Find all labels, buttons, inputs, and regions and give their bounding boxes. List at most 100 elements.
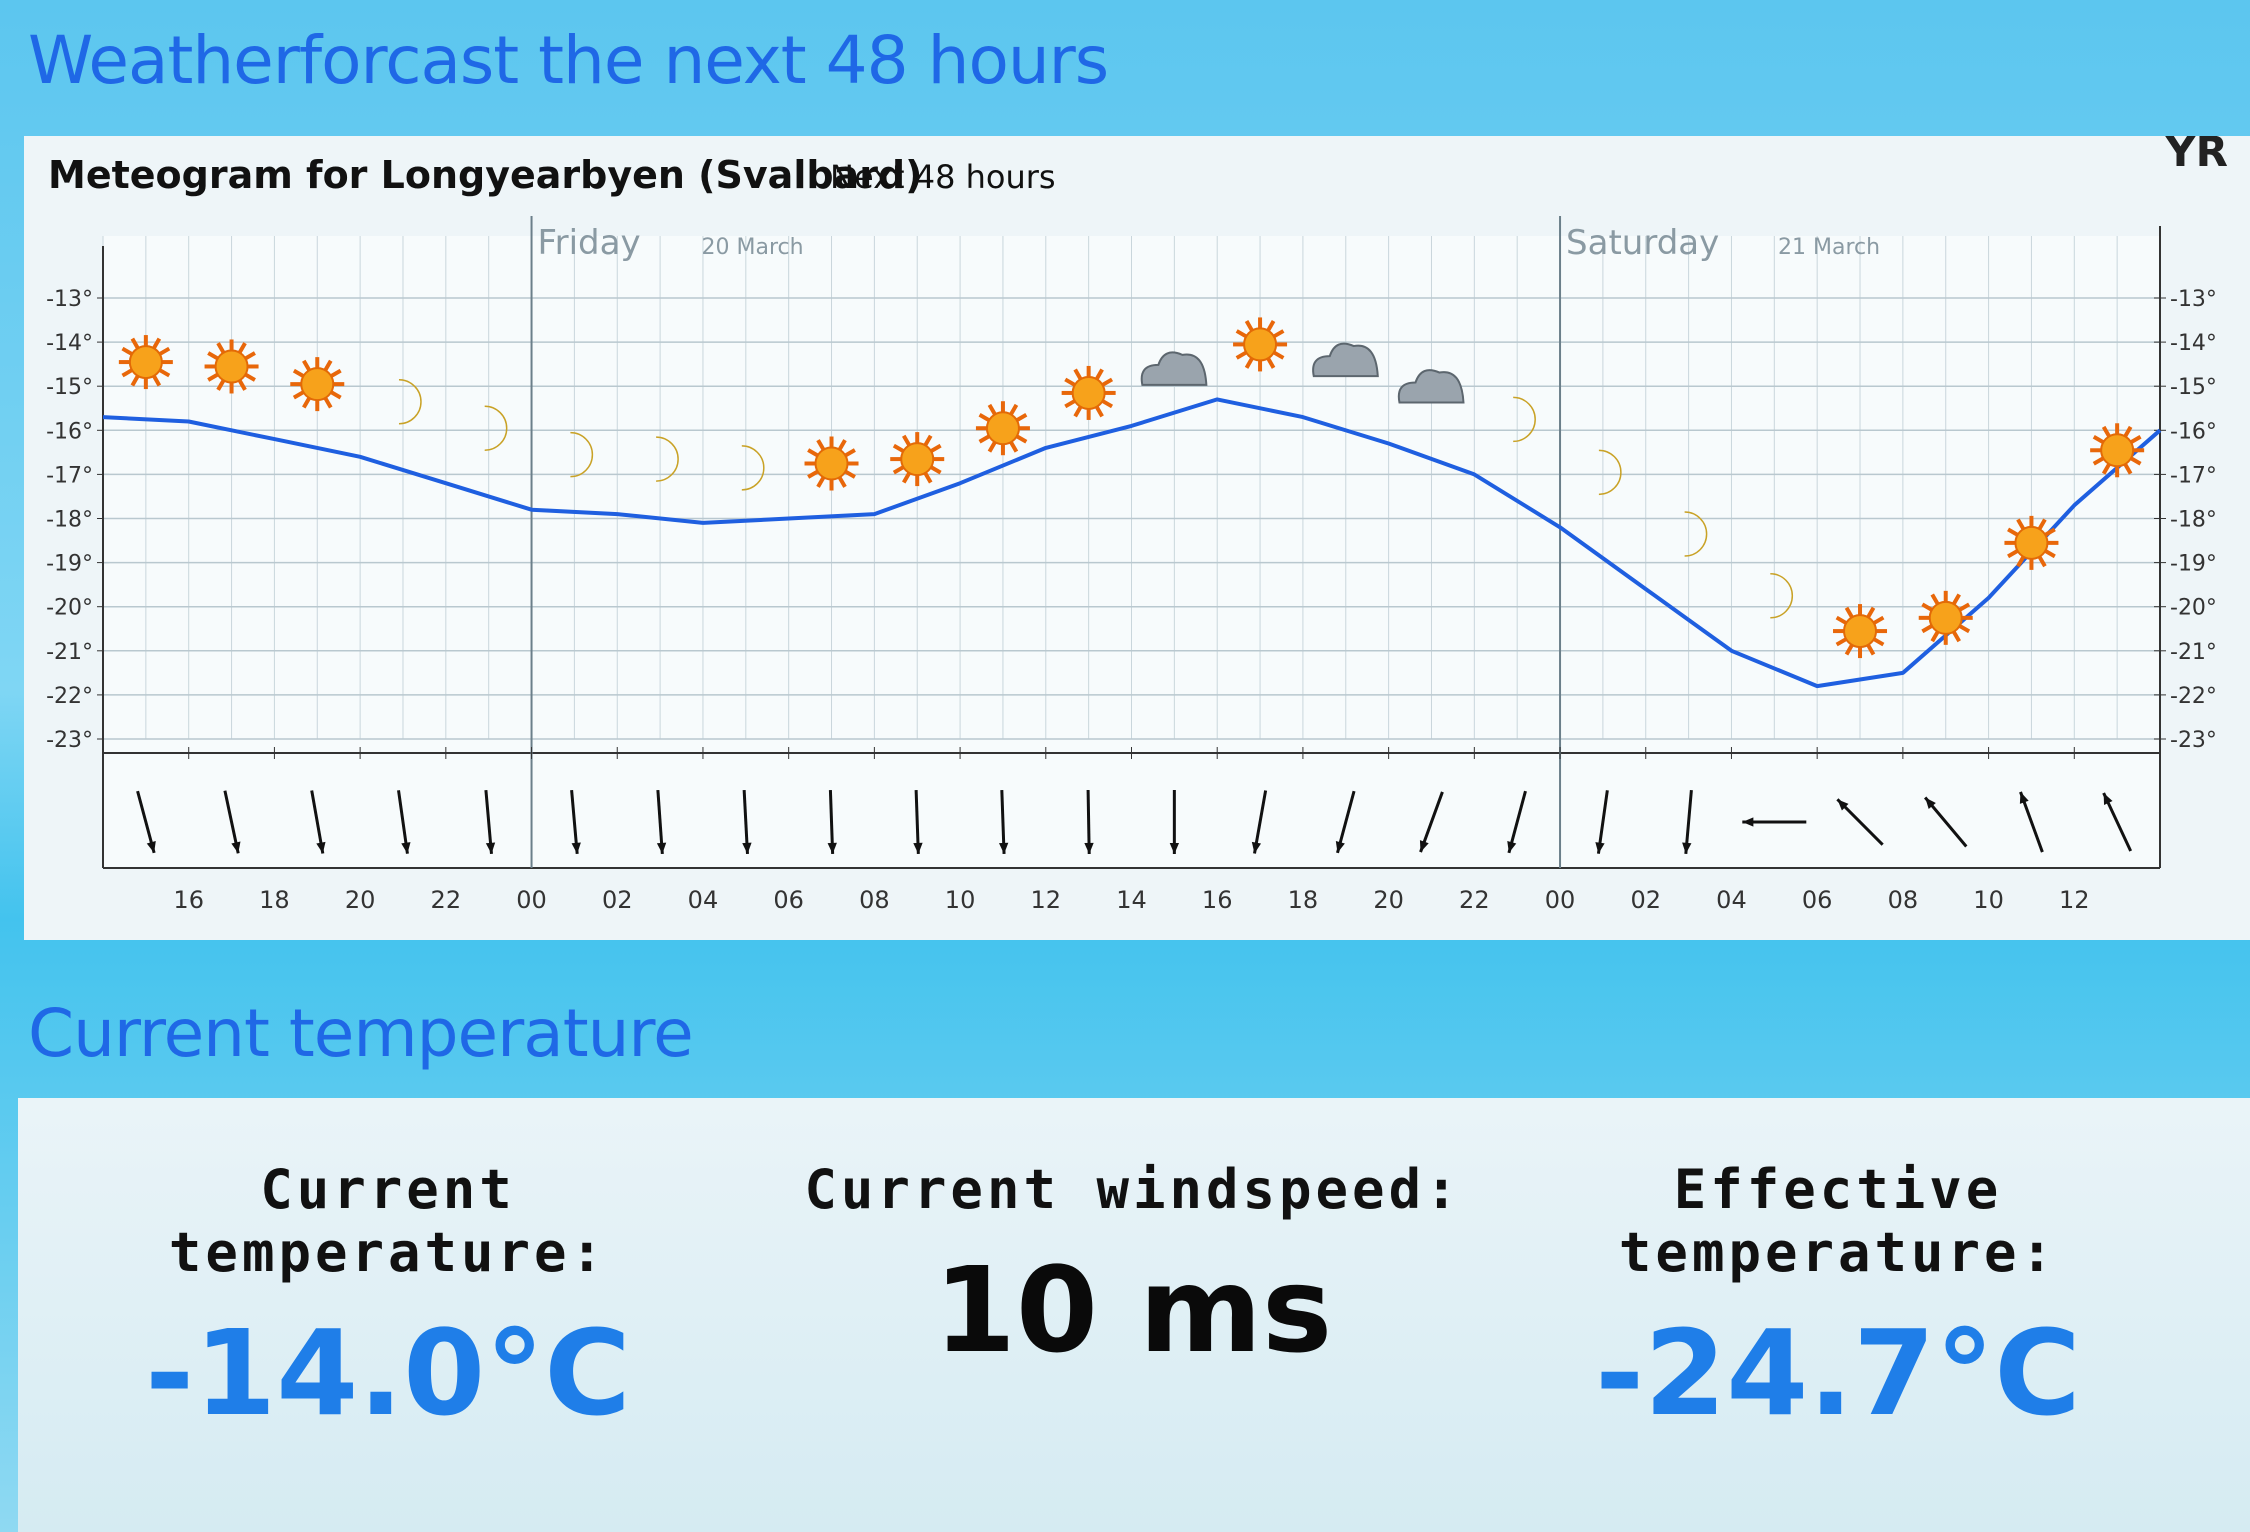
y-tick-label: -18° [46, 508, 93, 533]
sun-ray [901, 434, 911, 447]
sun-ray [292, 390, 305, 400]
sun-ray [2123, 425, 2133, 438]
wind-head [2103, 792, 2113, 805]
sun-ray [216, 379, 226, 391]
wind-head [2019, 791, 2029, 804]
wind-head [146, 841, 156, 853]
y2-tick-label: -17° [2170, 463, 2217, 488]
sun-ray [844, 448, 856, 458]
wind-arrow [484, 789, 496, 855]
sun-disc [2100, 433, 2135, 468]
sun-ray [2130, 435, 2142, 445]
y2-tick-label: -21° [2170, 640, 2217, 665]
x-tick-label: 08 [859, 886, 890, 914]
chart-subtitle: Next 48 hours [830, 158, 1056, 196]
x-tick-label: 18 [259, 886, 290, 914]
y-tick-label: -16° [46, 419, 93, 444]
sun-disc [1928, 600, 1963, 635]
x-tick-label: 14 [1116, 886, 1147, 914]
stat-label: Current temperature: [168, 1158, 608, 1284]
wind-head [1837, 799, 1849, 811]
sun-ray [816, 476, 826, 488]
sun-ray [152, 337, 162, 350]
y-tick-label: -13° [46, 287, 93, 312]
sun-ray [1866, 606, 1876, 619]
y-tick-label: -14° [46, 331, 93, 356]
cloud [1312, 342, 1379, 378]
sun-ray [121, 368, 133, 378]
sun-ray [1064, 377, 1076, 387]
sun-ray [2092, 435, 2105, 445]
wind-arrow [223, 790, 241, 854]
day-name: Saturday [1566, 223, 1719, 263]
stat: Effective temperature: -24.7°C [1488, 1158, 2188, 1442]
sun-ray [1101, 399, 1114, 409]
weather-icon [1312, 342, 1379, 378]
y2-tick-label: -16° [2170, 419, 2217, 444]
y2-tick-label: -18° [2170, 508, 2217, 533]
day-date: 20 March [702, 235, 804, 260]
sun-ray [837, 476, 847, 488]
sun-ray [130, 374, 140, 387]
weather-icon [890, 432, 945, 487]
sun-ray [1921, 624, 1933, 634]
wind-head [1084, 842, 1094, 854]
wind-arrow [1419, 791, 1444, 853]
y-tick-label: -23° [46, 728, 93, 753]
sun-ray [923, 434, 933, 447]
wind-head [1507, 841, 1517, 853]
x-tick-label: 22 [1459, 886, 1490, 914]
weather-icon [975, 401, 1030, 456]
wind-arrow [1742, 817, 1807, 827]
sun-ray [302, 359, 312, 372]
wind-arrow [1507, 790, 1527, 854]
x-tick-label: 06 [1802, 886, 1833, 914]
weather-icon [204, 339, 259, 394]
wind-arrow [1251, 790, 1268, 854]
x-tick-label: 00 [1545, 886, 1576, 914]
stat-label: Effective temperature: [1618, 1158, 2058, 1284]
day-date: 21 March [1778, 235, 1880, 260]
sun-ray [1073, 405, 1083, 418]
sun-ray [1272, 350, 1285, 360]
x-tick-label: 12 [2059, 886, 2090, 914]
sun-ray [216, 342, 226, 354]
wind-head [913, 842, 923, 854]
sun-ray [330, 368, 342, 378]
chart: Meteogram for Longyearbyen (Svalbard) Ne… [46, 127, 2228, 914]
sun-ray [1930, 630, 1940, 643]
sun-ray [292, 368, 305, 378]
sun-ray [1930, 593, 1940, 605]
sun-ray [237, 342, 247, 354]
sun-ray [978, 412, 991, 422]
stat-value: 10 ms [933, 1241, 1333, 1379]
stat-label: Current windspeed: [804, 1158, 1462, 1221]
sun-ray [2044, 527, 2056, 537]
sun-ray [1958, 602, 1971, 612]
y2-tick-label: -13° [2170, 287, 2217, 312]
sun-ray [1951, 630, 1961, 643]
sun-disc [1243, 327, 1278, 362]
sun-ray [158, 346, 171, 356]
cloud [1397, 369, 1465, 404]
sun-ray [1844, 643, 1854, 656]
sun-ray [158, 368, 171, 378]
x-tick-label: 16 [173, 886, 204, 914]
sun-ray [1064, 399, 1076, 409]
sun-ray [1244, 320, 1254, 332]
sun-ray [807, 469, 819, 479]
wind-head [998, 842, 1009, 854]
sun-disc [214, 349, 249, 384]
x-tick-label: 12 [1031, 886, 1062, 914]
sun-ray [2092, 456, 2105, 466]
x-tick-label: 08 [1888, 886, 1919, 914]
sun-ray [1272, 329, 1285, 339]
weather-icon [741, 445, 765, 491]
sun-ray [987, 403, 997, 416]
moon [484, 405, 508, 451]
wind-arrow [1084, 789, 1094, 855]
temperature-line [102, 397, 2162, 689]
y-tick-label: -21° [46, 640, 93, 665]
sun-disc [985, 411, 1020, 446]
weather-icon [1140, 351, 1208, 386]
